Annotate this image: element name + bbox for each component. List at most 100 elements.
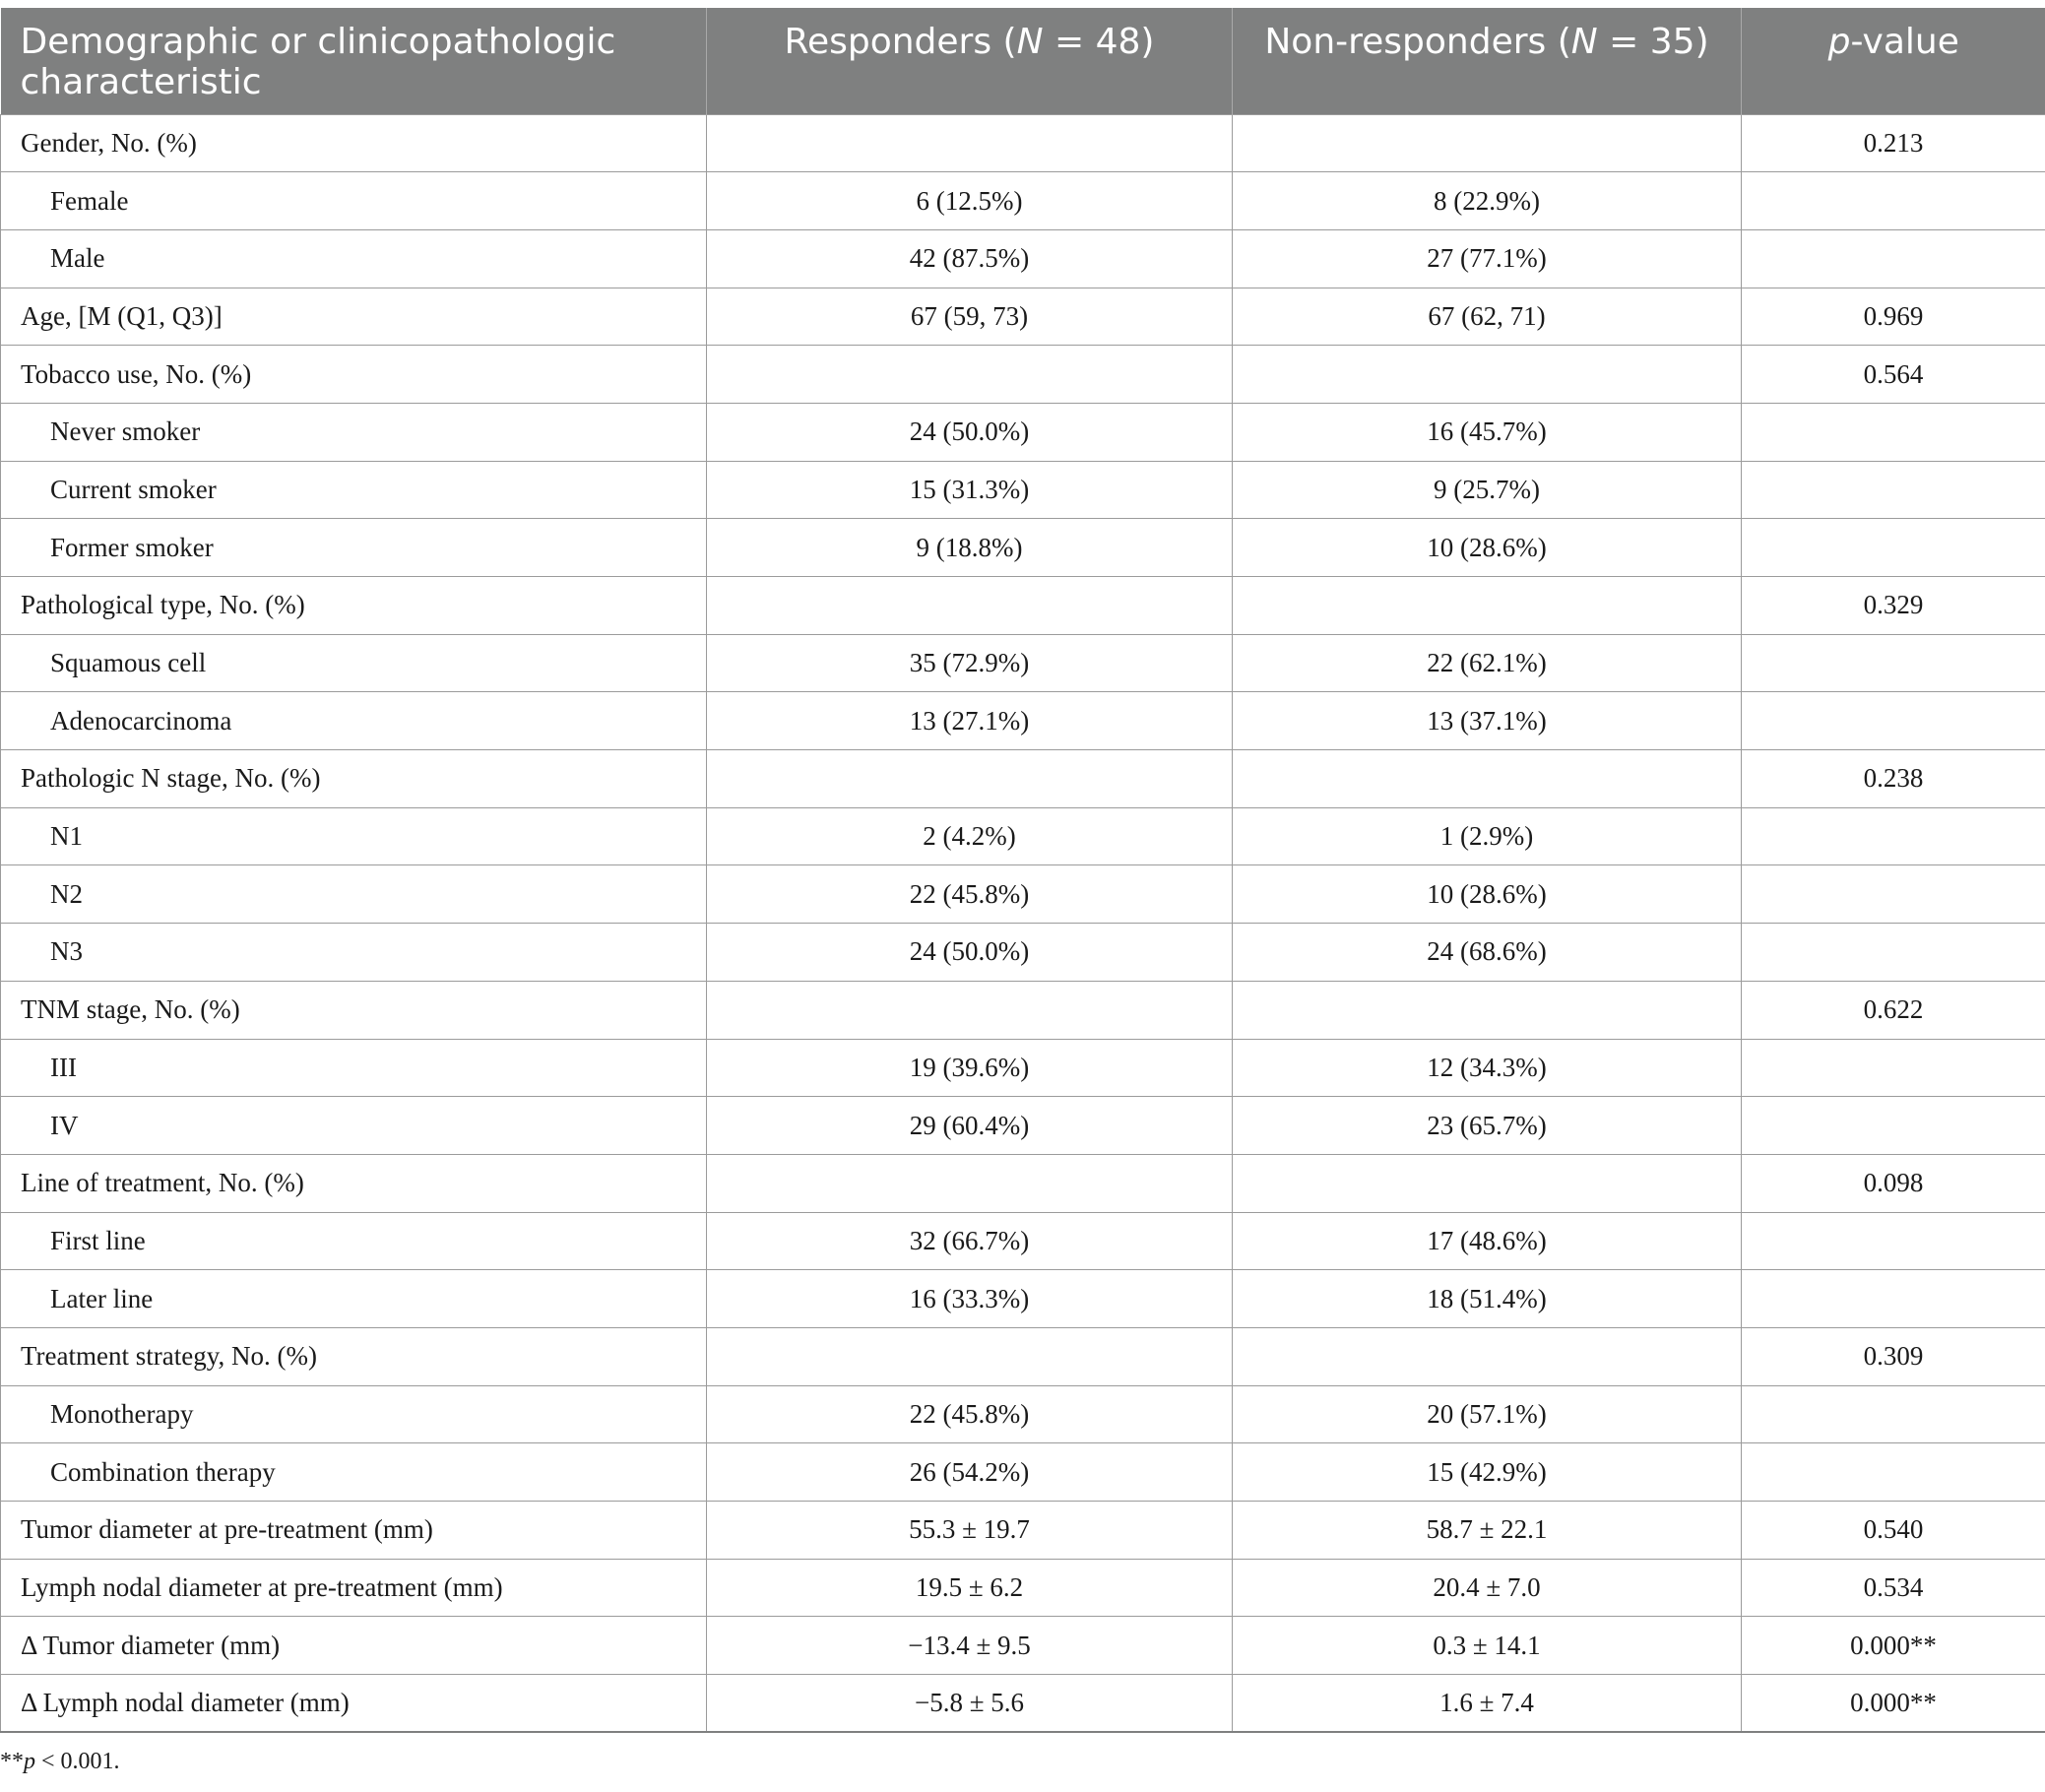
row-label: Treatment strategy, No. (%) <box>0 1326 707 1386</box>
table-row: N2 22 (45.8%) 10 (28.6%) <box>0 864 2045 925</box>
p-value-cell <box>1741 518 2045 577</box>
table-row: Later line 16 (33.3%) 18 (51.4%) <box>0 1269 2045 1328</box>
row-label: Current smoker <box>0 460 707 520</box>
table-row: Never smoker 24 (50.0%) 16 (45.7%) <box>0 402 2045 462</box>
responders-cell: 22 (45.8%) <box>706 1384 1233 1444</box>
p-value-cell: 0.622 <box>1741 980 2045 1040</box>
table-row: Line of treatment, No. (%) 0.098 <box>0 1153 2045 1213</box>
p-value-cell <box>1741 633 2045 693</box>
responders-cell: 6 (12.5%) <box>706 171 1233 230</box>
non-responders-cell: 1.6 ± 7.4 <box>1232 1674 1742 1734</box>
responders-cell <box>706 1326 1233 1386</box>
header-p-italic: p <box>1827 22 1851 62</box>
responders-cell: 15 (31.3%) <box>706 460 1233 520</box>
table-header: Demographic or clinicopathologic charact… <box>0 8 2045 114</box>
p-value-cell: 0.213 <box>1741 113 2045 173</box>
responders-cell: −13.4 ± 9.5 <box>706 1616 1233 1676</box>
table-row: Pathologic N stage, No. (%) 0.238 <box>0 749 2045 808</box>
non-responders-cell: 15 (42.9%) <box>1232 1442 1742 1502</box>
responders-cell: 42 (87.5%) <box>706 228 1233 288</box>
row-label: Line of treatment, No. (%) <box>0 1153 707 1213</box>
responders-cell: 67 (59, 73) <box>706 287 1233 347</box>
responders-cell: 35 (72.9%) <box>706 633 1233 693</box>
p-value-cell <box>1741 923 2045 982</box>
responders-cell: 32 (66.7%) <box>706 1211 1233 1271</box>
p-value-cell <box>1741 171 2045 230</box>
p-value-cell <box>1741 1384 2045 1444</box>
non-responders-cell <box>1232 345 1742 404</box>
row-label: Squamous cell <box>0 633 707 693</box>
p-value-cell: 0.540 <box>1741 1501 2045 1560</box>
responders-cell: 19.5 ± 6.2 <box>706 1558 1233 1618</box>
responders-cell <box>706 113 1233 173</box>
non-responders-cell: 18 (51.4%) <box>1232 1269 1742 1328</box>
non-responders-cell: 23 (65.7%) <box>1232 1096 1742 1155</box>
non-responders-cell: 0.3 ± 14.1 <box>1232 1616 1742 1676</box>
row-label: First line <box>0 1211 707 1271</box>
header-responders-n: N <box>1016 22 1044 62</box>
row-label: Female <box>0 171 707 230</box>
table-row: Treatment strategy, No. (%) 0.309 <box>0 1326 2045 1386</box>
footnote-rest: < 0.001. <box>35 1749 120 1774</box>
table-row: N1 2 (4.2%) 1 (2.9%) <box>0 806 2045 866</box>
non-responders-cell: 20.4 ± 7.0 <box>1232 1558 1742 1618</box>
row-label: N2 <box>0 864 707 925</box>
responders-cell: 55.3 ± 19.7 <box>706 1501 1233 1560</box>
responders-cell <box>706 345 1233 404</box>
row-label: Combination therapy <box>0 1442 707 1502</box>
row-label: Δ Tumor diameter (mm) <box>0 1616 707 1676</box>
table-row: First line 32 (66.7%) 17 (48.6%) <box>0 1211 2045 1271</box>
responders-cell: −5.8 ± 5.6 <box>706 1674 1233 1734</box>
row-label: Δ Lymph nodal diameter (mm) <box>0 1674 707 1734</box>
row-label: Tobacco use, No. (%) <box>0 345 707 404</box>
table-row: Squamous cell 35 (72.9%) 22 (62.1%) <box>0 633 2045 693</box>
responders-cell: 24 (50.0%) <box>706 402 1233 462</box>
table-row: N3 24 (50.0%) 24 (68.6%) <box>0 923 2045 982</box>
row-label: Gender, No. (%) <box>0 113 707 173</box>
header-characteristic: Demographic or clinicopathologic charact… <box>0 8 707 114</box>
header-non-responders-pre: Non-responders ( <box>1264 22 1571 62</box>
non-responders-cell: 22 (62.1%) <box>1232 633 1742 693</box>
row-label: Pathologic N stage, No. (%) <box>0 749 707 808</box>
row-label: Pathological type, No. (%) <box>0 576 707 635</box>
responders-cell: 24 (50.0%) <box>706 923 1233 982</box>
row-label: Later line <box>0 1269 707 1328</box>
row-label: Former smoker <box>0 518 707 577</box>
table-row: III 19 (39.6%) 12 (34.3%) <box>0 1038 2045 1098</box>
p-value-cell <box>1741 1096 2045 1155</box>
non-responders-cell: 8 (22.9%) <box>1232 171 1742 230</box>
responders-cell: 19 (39.6%) <box>706 1038 1233 1098</box>
row-label: Tumor diameter at pre-treatment (mm) <box>0 1501 707 1560</box>
responders-cell <box>706 749 1233 808</box>
non-responders-cell: 27 (77.1%) <box>1232 228 1742 288</box>
table-row: Tobacco use, No. (%) 0.564 <box>0 345 2045 404</box>
table-row: TNM stage, No. (%) 0.622 <box>0 980 2045 1040</box>
table-row: Age, [M (Q1, Q3)] 67 (59, 73) 67 (62, 71) 0… <box>0 287 2045 347</box>
table-body: Gender, No. (%) 0.213 Female 6 (12.5%) 8 (22… <box>0 113 2045 1734</box>
non-responders-cell: 1 (2.9%) <box>1232 806 1742 866</box>
p-value-cell <box>1741 864 2045 925</box>
p-value-cell <box>1741 1038 2045 1098</box>
p-value-cell: 0.309 <box>1741 1326 2045 1386</box>
responders-cell: 29 (60.4%) <box>706 1096 1233 1155</box>
non-responders-cell <box>1232 749 1742 808</box>
responders-cell <box>706 1153 1233 1213</box>
row-label: N3 <box>0 923 707 982</box>
header-non-responders-post: = 35) <box>1597 22 1709 62</box>
table-row: Male 42 (87.5%) 27 (77.1%) <box>0 228 2045 288</box>
non-responders-cell: 17 (48.6%) <box>1232 1211 1742 1271</box>
responders-cell: 13 (27.1%) <box>706 691 1233 751</box>
table-row: Combination therapy 26 (54.2%) 15 (42.9%) <box>0 1442 2045 1502</box>
responders-cell: 9 (18.8%) <box>706 518 1233 577</box>
p-value-cell <box>1741 228 2045 288</box>
header-row: Demographic or clinicopathologic charact… <box>0 8 2045 114</box>
p-value-cell <box>1741 1442 2045 1502</box>
p-value-cell: 0.534 <box>1741 1558 2045 1618</box>
table-row: Tumor diameter at pre-treatment (mm) 55.3… <box>0 1501 2045 1560</box>
table-row: Female 6 (12.5%) 8 (22.9%) <box>0 171 2045 230</box>
header-p-value: p-value <box>1741 8 2045 114</box>
table-row: Δ Tumor diameter (mm) −13.4 ± 9.5 0.3 ± 14… <box>0 1616 2045 1676</box>
table-row: Adenocarcinoma 13 (27.1%) 13 (37.1%) <box>0 691 2045 751</box>
table-row: Current smoker 15 (31.3%) 9 (25.7%) <box>0 460 2045 520</box>
p-value-cell <box>1741 460 2045 520</box>
